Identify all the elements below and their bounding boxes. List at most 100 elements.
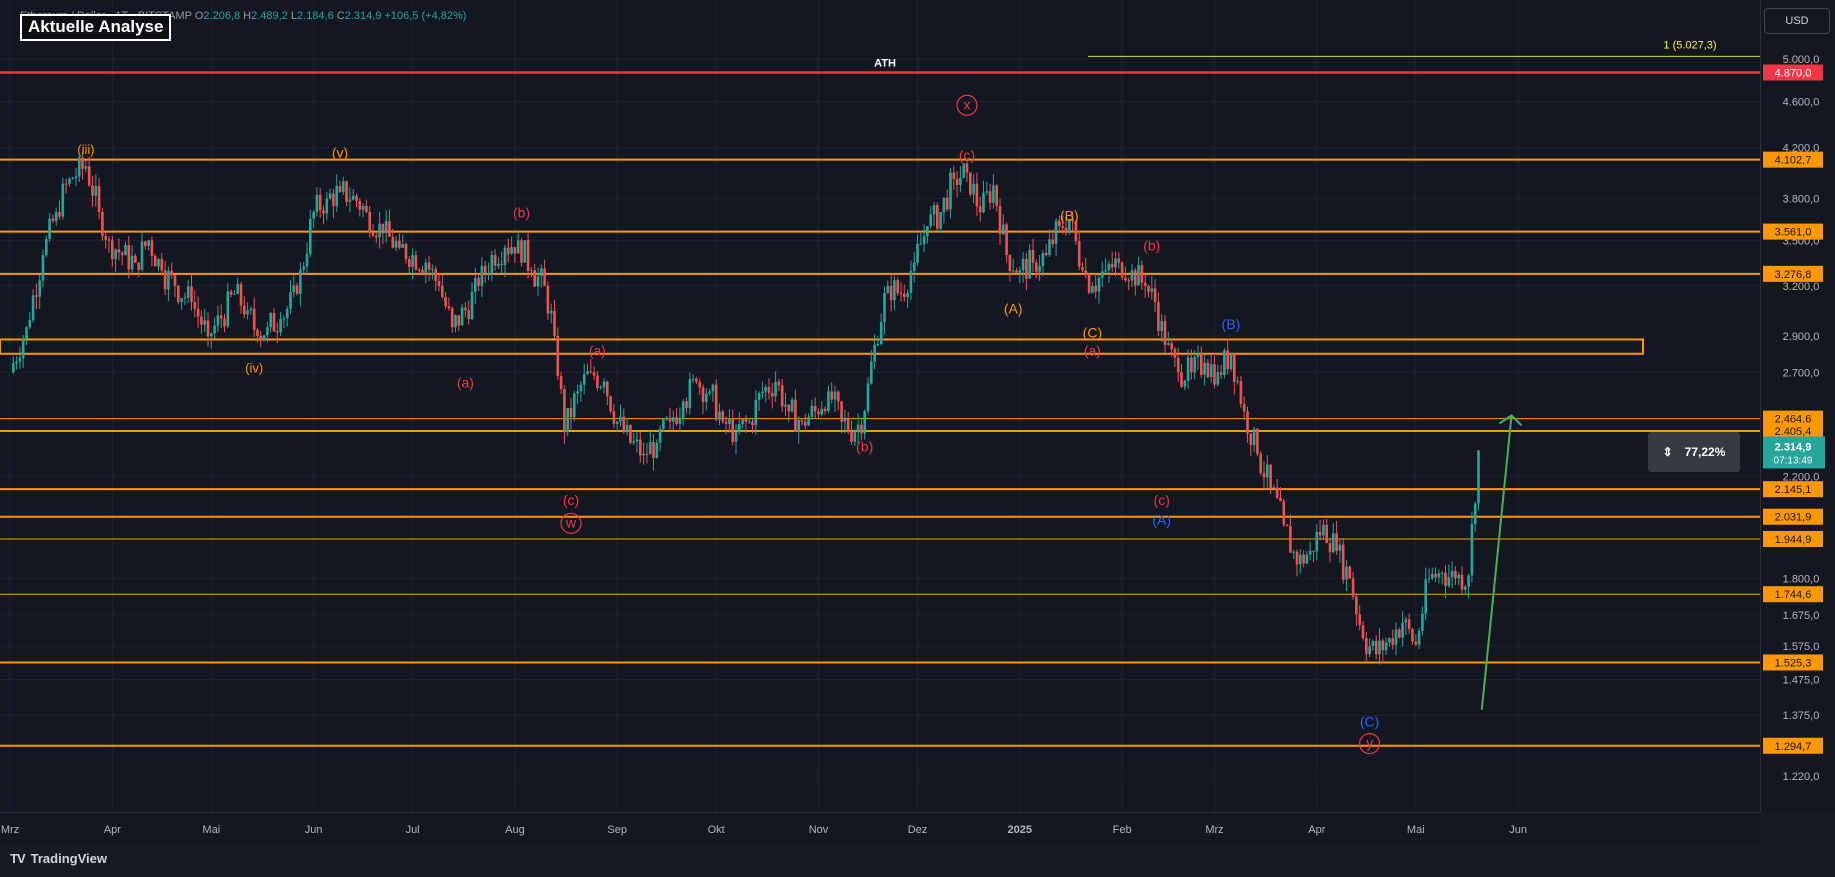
candle bbox=[1011, 270, 1015, 272]
candle bbox=[1302, 554, 1305, 564]
candle bbox=[708, 391, 711, 394]
candle bbox=[388, 221, 391, 237]
candle bbox=[774, 381, 777, 397]
candle bbox=[510, 247, 513, 254]
candle bbox=[424, 262, 428, 273]
candle bbox=[744, 419, 748, 422]
candle bbox=[988, 191, 992, 203]
candle bbox=[375, 235, 378, 238]
countdown-label: 07:13:49 bbox=[1774, 455, 1813, 466]
candle bbox=[1371, 640, 1375, 647]
tradingview-logo[interactable]: TV TradingView bbox=[10, 851, 107, 866]
candle bbox=[1015, 270, 1018, 273]
candle bbox=[566, 408, 569, 433]
candle bbox=[391, 236, 395, 248]
candle bbox=[1140, 265, 1144, 283]
candle bbox=[1365, 638, 1368, 655]
candle bbox=[1272, 487, 1276, 489]
candle bbox=[860, 424, 863, 434]
chart-area[interactable]: 1 (5.027,3) ATH (iii) (iv) (v) (a) (b) (a) (c) w (… bbox=[0, 0, 1760, 812]
candle bbox=[219, 315, 223, 319]
candle bbox=[1361, 625, 1365, 639]
candle bbox=[820, 408, 824, 415]
candle bbox=[543, 268, 546, 286]
candle bbox=[579, 384, 583, 392]
candle bbox=[216, 315, 220, 326]
candle bbox=[186, 286, 190, 298]
wave-circle bbox=[560, 512, 582, 534]
candle bbox=[662, 419, 665, 429]
candle bbox=[777, 381, 781, 386]
wave-label: (v) bbox=[332, 144, 348, 160]
candle bbox=[1110, 263, 1114, 268]
candle bbox=[74, 176, 78, 178]
candle bbox=[1127, 280, 1130, 282]
wave-circle bbox=[956, 94, 978, 116]
candle bbox=[1249, 433, 1253, 445]
candle bbox=[361, 205, 365, 210]
candle bbox=[279, 318, 282, 333]
candle bbox=[229, 291, 233, 295]
candle bbox=[714, 384, 718, 420]
candle bbox=[500, 264, 503, 266]
time-tick-label: Dez bbox=[908, 824, 928, 836]
candle bbox=[705, 393, 708, 402]
time-axis[interactable]: Mrz Apr Mai Jun Jul Aug Sep Okt Nov Dez 2025 Feb Mrz… bbox=[0, 812, 1760, 843]
price-level-badge bbox=[1763, 530, 1823, 547]
candle bbox=[1282, 501, 1286, 525]
candle bbox=[84, 166, 88, 169]
candle bbox=[51, 218, 55, 222]
candle bbox=[1460, 574, 1464, 590]
wave-label: w bbox=[565, 514, 577, 530]
price-chart[interactable]: 1 (5.027,3) ATH (iii) (iv) (v) (a) (b) (a) (c) w (… bbox=[0, 0, 1760, 812]
measure-tool-label[interactable]: ⇕ 77,22% bbox=[1648, 432, 1740, 472]
candle bbox=[1427, 578, 1431, 580]
candle bbox=[1002, 224, 1005, 235]
candle bbox=[919, 243, 923, 245]
price-level-label: 1.294,7 bbox=[1775, 741, 1812, 753]
wave-label: (a) bbox=[1084, 343, 1101, 359]
wave-label: (c) bbox=[959, 147, 975, 163]
candle bbox=[1137, 265, 1140, 286]
candle bbox=[516, 240, 520, 254]
current-price-badge bbox=[1763, 436, 1825, 469]
candle bbox=[1104, 270, 1107, 272]
candle bbox=[276, 331, 279, 333]
currency-button[interactable]: USD bbox=[1764, 8, 1830, 34]
candle bbox=[1322, 524, 1325, 536]
candle bbox=[804, 421, 807, 426]
candle bbox=[926, 226, 929, 237]
candle bbox=[569, 408, 573, 418]
candle bbox=[1292, 551, 1295, 553]
candle bbox=[807, 416, 810, 426]
candle bbox=[487, 272, 490, 274]
price-axis[interactable]: 5.000,0 4.600,0 4.200,0 3.800,0 3.500,0 3.200… bbox=[1760, 0, 1835, 812]
candle bbox=[398, 240, 401, 248]
candle bbox=[477, 277, 480, 286]
candle bbox=[965, 163, 969, 173]
candle bbox=[25, 327, 28, 339]
time-tick-label: Sep bbox=[607, 824, 627, 836]
price-level-badge bbox=[1763, 151, 1823, 168]
candle bbox=[728, 418, 731, 424]
candle bbox=[1348, 566, 1352, 579]
candle bbox=[325, 198, 329, 214]
candle bbox=[236, 284, 239, 294]
candle bbox=[183, 297, 187, 299]
candle bbox=[995, 185, 998, 207]
wave-label: x bbox=[964, 96, 971, 112]
candle bbox=[299, 269, 302, 294]
candle bbox=[549, 310, 553, 314]
candle bbox=[1018, 270, 1022, 273]
candle bbox=[1440, 572, 1444, 574]
candle bbox=[536, 276, 540, 287]
candle bbox=[1008, 255, 1012, 272]
candle bbox=[586, 371, 589, 375]
candle bbox=[97, 186, 101, 213]
wave-label: (C) bbox=[1360, 713, 1379, 729]
candle bbox=[28, 320, 32, 328]
price-tick-label: 1.220,0 bbox=[1783, 771, 1820, 783]
candle bbox=[1450, 570, 1454, 578]
candle bbox=[1229, 353, 1233, 370]
wave-circle bbox=[1358, 733, 1381, 755]
